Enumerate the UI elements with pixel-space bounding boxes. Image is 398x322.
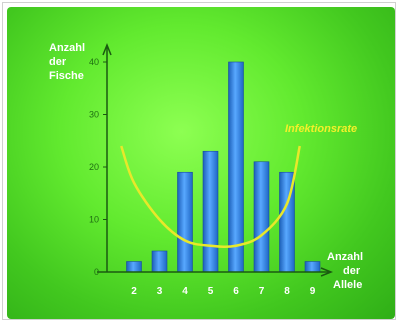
x-tick-label: 3: [157, 286, 163, 297]
y-ticks: 0 10 20 30 40: [89, 57, 107, 277]
x-ticks: 2 3 4 5 6 7 8 9: [131, 286, 316, 297]
bar-chart: 0 10 20 30 40 2 3 4 5 6 7 8 9 Anzahl der Fische Anz…: [49, 42, 363, 297]
y-tick-label: 20: [89, 162, 99, 172]
x-tick-label: 7: [259, 286, 265, 297]
x-tick-label: 2: [131, 286, 137, 297]
x-tick-label: 4: [182, 286, 188, 297]
bar-5: [202, 150, 219, 273]
y-axis-arrow: [102, 42, 112, 56]
y-tick-label: 40: [89, 57, 99, 67]
bars-group: [126, 61, 321, 273]
bar-7: [253, 161, 270, 273]
infektionsrate-label: Infektionsrate: [285, 123, 357, 135]
bar-3: [151, 250, 168, 273]
axes-group: [97, 42, 334, 277]
x-axis-arrow: [320, 267, 334, 277]
bar-2: [126, 261, 142, 273]
y-axis-label-line-2: der: [49, 56, 67, 68]
x-axis-label-line-1: Anzahl: [327, 251, 363, 263]
infektionsrate-curve: [120, 145, 301, 248]
y-axis-label-line-1: Anzahl: [49, 42, 85, 54]
x-tick-label: 8: [284, 286, 290, 297]
x-tick-label: 9: [310, 286, 316, 297]
chart-background: 0 10 20 30 40 2 3 4 5 6 7 8 9 Anzahl der Fische Anz…: [7, 7, 395, 319]
bar-6: [228, 61, 244, 273]
x-tick-label: 5: [208, 286, 214, 297]
bar-4: [177, 171, 193, 273]
x-axis-label-line-2: der: [343, 265, 361, 277]
x-axis-label-line-3: Allele: [333, 279, 362, 291]
y-tick-label: 10: [89, 215, 99, 225]
y-axis-label-line-3: Fische: [49, 70, 84, 82]
x-tick-label: 6: [233, 286, 239, 297]
bar-9: [304, 261, 321, 273]
y-tick-label: 0: [94, 267, 99, 277]
y-tick-label: 30: [89, 110, 99, 120]
